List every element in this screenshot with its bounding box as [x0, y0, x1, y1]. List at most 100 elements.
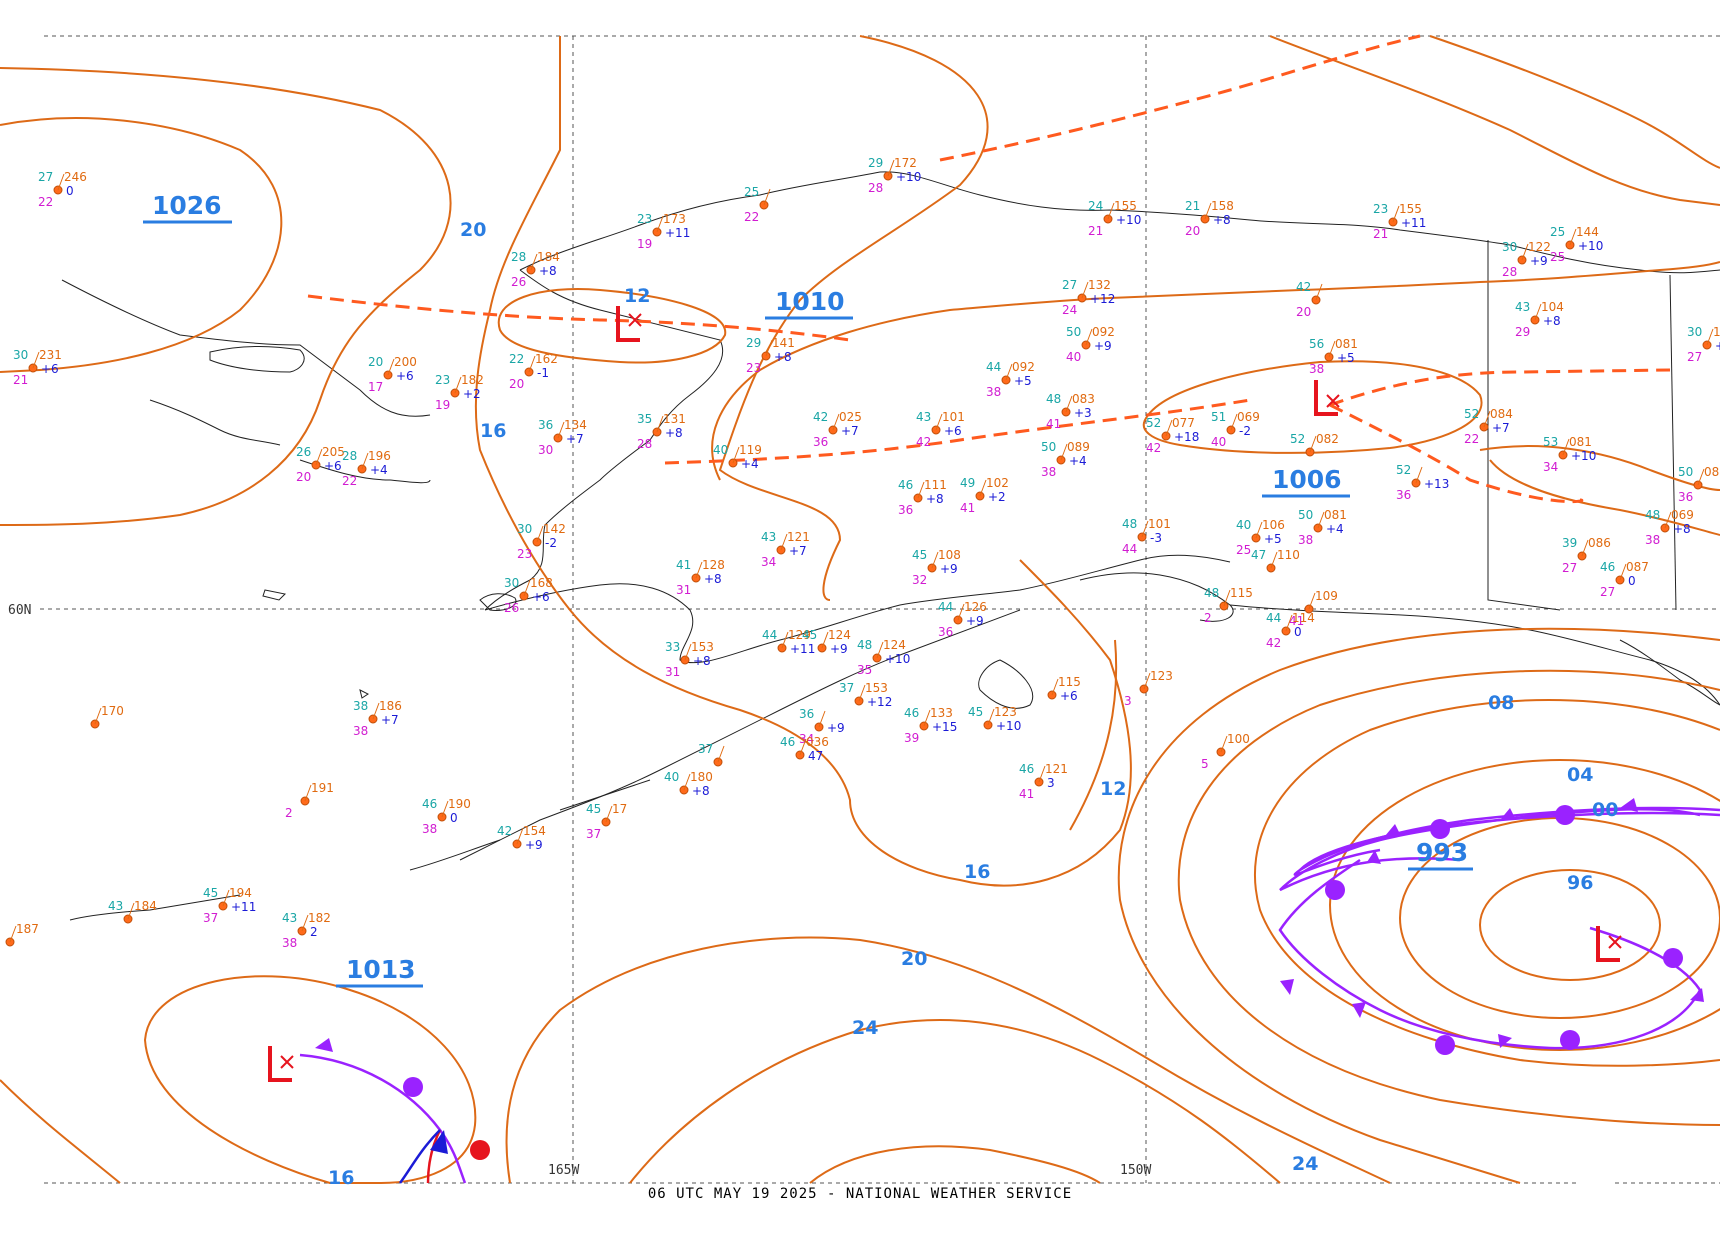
station-dewpoint: 21 [1373, 227, 1388, 241]
station-temperature: 37 [839, 681, 854, 695]
station-dewpoint: 36 [898, 503, 913, 517]
station-dewpoint: 21 [1088, 224, 1103, 238]
station-tendency: +11 [665, 226, 690, 240]
wind-barb-icon [832, 413, 840, 431]
station-pressure: 106 [1262, 518, 1285, 532]
station-temperature: 48 [857, 638, 872, 652]
wind-barb-icon [1107, 202, 1115, 220]
station-temperature: 28 [342, 449, 357, 463]
station-plot: 48 083 41 +3 [1046, 392, 1095, 431]
station-dewpoint: 42 [916, 435, 931, 449]
station-plot: 50 085 36 [1678, 465, 1720, 504]
station-temperature: 43 [108, 899, 123, 913]
station-temperature: 44 [938, 600, 953, 614]
station-plot: 48 115 2 [1204, 586, 1253, 625]
station-temperature: 36 [538, 418, 553, 432]
station-plot: 46 121 41 3 [1019, 762, 1068, 801]
wind-barb-icon [315, 448, 323, 466]
troughs [307, 34, 1671, 504]
station-tendency: +9 [966, 614, 984, 628]
station-plot: 30 168 26 +6 [504, 576, 553, 615]
station-pressure: 101 [942, 410, 965, 424]
station-pressure: 101 [1148, 517, 1171, 531]
station-tendency: 0 [450, 811, 458, 825]
station-dewpoint: 29 [1515, 325, 1530, 339]
station-pressure: 133 [930, 706, 953, 720]
station-tendency: +8 [1543, 314, 1561, 328]
wind-barb-icon [987, 708, 995, 726]
station-dewpoint: 41 [1046, 417, 1061, 431]
isobar-labels: 20 12 16 08 04 00 96 12 16 20 24 24 16 [328, 219, 1618, 1189]
station-tendency: 47 [808, 749, 823, 763]
wind-barb-icon [923, 709, 931, 727]
station-tendency: +10 [996, 719, 1021, 733]
station-plot: 27 132 24 +12 [1062, 278, 1115, 317]
wind-barb-icon [1038, 765, 1046, 783]
station-temperature: 25 [1550, 225, 1565, 239]
low-symbols [268, 306, 1622, 1082]
station-temperature: 46 [780, 735, 795, 749]
wind-barb-icon [1255, 521, 1263, 539]
station-plot: 30 142 23 -2 [517, 522, 566, 561]
wind-barb-icon [1706, 328, 1714, 346]
wind-barb-icon [763, 188, 771, 206]
station-pressure: 077 [1172, 416, 1195, 430]
station-tendency: 3 [1047, 776, 1055, 790]
low-symbol-icon [1596, 926, 1622, 962]
station-pressure: 191 [311, 781, 334, 795]
station-dewpoint: 37 [203, 911, 218, 925]
station-temperature: 49 [960, 476, 975, 490]
station-dewpoint: 38 [986, 385, 1001, 399]
high-1026: 1026 [143, 191, 232, 224]
station-plot: 46 111 36 +8 [898, 478, 947, 517]
station-plot: 43 101 42 +6 [916, 410, 965, 449]
station-temperature: 46 [1600, 560, 1615, 574]
pressure-centers: 1026 1010 1006 993 1013 [143, 191, 1473, 988]
station-dewpoint: 38 [282, 936, 297, 950]
wind-barb-icon [1534, 303, 1542, 321]
station-dewpoint: 20 [1185, 224, 1200, 238]
station-pressure: 081 [1335, 337, 1358, 351]
station-dewpoint: 27 [1687, 350, 1702, 364]
station-temperature: 46 [898, 478, 913, 492]
station-pressure: 182 [308, 911, 331, 925]
station-dewpoint: 26 [511, 275, 526, 289]
station-plot: 45 17 37 [586, 802, 627, 841]
wind-barb-icon [605, 805, 613, 823]
station-pressure: 121 [1045, 762, 1068, 776]
station-pressure: 162 [535, 352, 558, 366]
station-temperature: 52 [1396, 463, 1411, 477]
station-temperature: 40 [664, 770, 679, 784]
station-pressure: 092 [1012, 360, 1035, 374]
station-pressure: 129 [788, 628, 811, 642]
station-dewpoint: 25 [1550, 250, 1565, 264]
station-tendency: +3 [1074, 406, 1092, 420]
station-tendency: +10 [1571, 449, 1596, 463]
station-temperature: 23 [637, 212, 652, 226]
wind-barb-icon [361, 452, 369, 470]
station-temperature: 56 [1309, 337, 1324, 351]
wind-barb-icon [1619, 563, 1627, 581]
station-dewpoint: 20 [509, 377, 524, 391]
station-pressure: 187 [16, 922, 39, 936]
low-1010: 1010 [765, 287, 853, 320]
station-dewpoint: 42 [1266, 636, 1281, 650]
station-dewpoint: 38 [1645, 533, 1660, 547]
station-pressure: 184 [537, 250, 560, 264]
station-plot: 36 34 +9 [799, 707, 845, 746]
station-tendency: 0 [1294, 625, 1302, 639]
station-temperature: 50 [1041, 440, 1056, 454]
station-pressure: 205 [322, 445, 345, 459]
station-plot: 21 158 20 +8 [1185, 199, 1234, 238]
station-plot: 49 102 41 +2 [960, 476, 1009, 515]
wind-barb-icon [876, 641, 884, 659]
wind-barb-icon [887, 159, 895, 177]
station-dewpoint: 32 [912, 573, 927, 587]
station-pressure: 082 [1316, 432, 1339, 446]
wind-barb-icon [528, 355, 536, 373]
station-tendency: +5 [1264, 532, 1282, 546]
wind-barb-icon [441, 800, 449, 818]
wind-barb-icon [917, 481, 925, 499]
station-dewpoint: 31 [676, 583, 691, 597]
